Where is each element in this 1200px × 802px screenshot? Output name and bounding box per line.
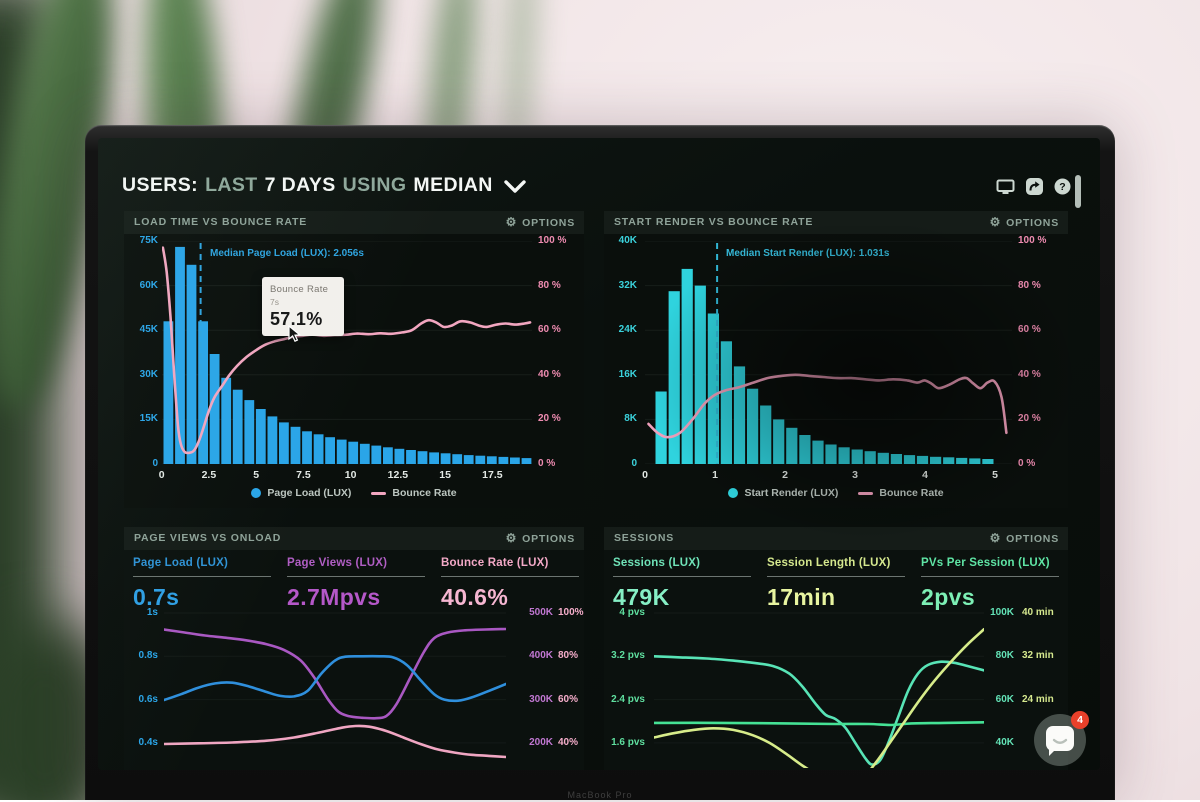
panel-load-time: LOAD TIME VS BOUNCE RATE ⚙ OPTIONS 75K 60… — [124, 211, 584, 508]
metric-sessions: Sessions (LUX) 479K — [613, 557, 751, 611]
display-icon[interactable] — [996, 179, 1015, 195]
legend-line: Bounce Rate — [371, 487, 457, 499]
options-button[interactable]: ⚙ OPTIONS — [990, 527, 1059, 550]
metric-page-load: Page Load (LUX) 0.7s — [133, 557, 271, 611]
legend-dash-icon — [858, 491, 874, 495]
chat-smile-icon — [1052, 738, 1068, 744]
title-using: USING — [342, 174, 407, 196]
sessions-plot[interactable] — [654, 606, 984, 768]
options-button[interactable]: ⚙ OPTIONS — [990, 211, 1059, 234]
y-axis-right-labels-k: 500K 400K 300K 200K — [529, 607, 553, 748]
panel-title: LOAD TIME VS BOUNCE RATE — [134, 216, 308, 228]
metric-underline — [441, 576, 579, 577]
metric-session-length: Session Length (LUX) 17min — [767, 557, 905, 611]
chevron-down-icon — [504, 179, 526, 193]
bounce-rate-tooltip: Bounce Rate 7s 57.1% — [262, 277, 344, 336]
median-annotation: Median Start Render (LUX): 1.031s — [726, 248, 890, 259]
chat-launcher-button[interactable]: 4 — [1034, 711, 1089, 766]
title-days: 7 DAYS — [264, 174, 336, 196]
chat-bubble-icon — [1046, 726, 1074, 751]
chat-bubble-tail — [1049, 749, 1056, 756]
metric-underline — [921, 576, 1059, 577]
panel-header: LOAD TIME VS BOUNCE RATE ⚙ OPTIONS — [124, 211, 584, 234]
y-axis-left-labels: 1s 0.8s 0.6s 0.4s — [138, 607, 158, 748]
panel-header: PAGE VIEWS VS ONLOAD ⚙ OPTIONS — [124, 527, 584, 550]
options-label: OPTIONS — [1006, 216, 1059, 229]
start-render-histogram[interactable] — [645, 241, 1012, 464]
panel-title: PAGE VIEWS VS ONLOAD — [134, 532, 282, 544]
y-axis-right-labels-min: 40 min 32 min 24 min — [1022, 607, 1054, 705]
share-icon[interactable] — [1026, 178, 1043, 195]
panel-title: START RENDER VS BOUNCE RATE — [614, 216, 814, 228]
x-axis-labels: 0 2.5 5 7.5 10 12.5 15 17.5 — [158, 469, 503, 481]
y-axis-right-labels: 100 % 80 % 60 % 40 % 20 % 0 % — [538, 235, 567, 469]
sessions-lines[interactable] — [654, 606, 984, 768]
page-views-lines[interactable] — [164, 606, 506, 768]
page-views-plot[interactable] — [164, 606, 506, 768]
gear-icon: ⚙ — [989, 530, 1002, 545]
panel-sessions: SESSIONS ⚙ OPTIONS Sessions (LUX) 479K S… — [604, 527, 1068, 770]
y-axis-left-labels: 75K 60K 45K 30K 15K 0 — [139, 235, 158, 469]
y-axis-left-labels: 4 pvs 3.2 pvs 2.4 pvs 1.6 pvs — [611, 607, 645, 748]
panel-header: SESSIONS ⚙ OPTIONS — [604, 527, 1068, 550]
metric-underline — [767, 576, 905, 577]
laptop: USERS: LAST 7 DAYS USING MEDIAN — [85, 125, 1115, 800]
metric-page-views: Page Views (LUX) 2.7Mpvs — [287, 557, 425, 611]
metric-underline — [613, 576, 751, 577]
gear-icon: ⚙ — [989, 214, 1002, 229]
chart-legend: Start Render (LUX) Bounce Rate — [604, 487, 1068, 499]
device-brand-label: MacBook Pro — [567, 790, 633, 800]
timeframe-selector[interactable]: USERS: LAST 7 DAYS USING MEDIAN — [122, 174, 526, 197]
y-axis-right-labels-pct: 100% 80% 60% 40% — [558, 607, 584, 748]
tooltip-subtitle: 7s — [270, 297, 279, 307]
tooltip-value: 57.1% — [270, 309, 323, 329]
legend-line: Bounce Rate — [858, 487, 944, 499]
scrollbar-thumb[interactable] — [1075, 175, 1081, 208]
gear-icon: ⚙ — [505, 214, 518, 229]
load-time-plot[interactable]: Median Page Load (LUX): 2.056s Bounce Ra… — [162, 241, 532, 464]
y-axis-right-labels: 100 % 80 % 60 % 40 % 20 % 0 % — [1018, 235, 1047, 469]
median-annotation: Median Page Load (LUX): 2.056s — [210, 248, 364, 259]
y-axis-left-labels: 40K 32K 24K 16K 8K 0 — [618, 235, 637, 469]
start-render-plot[interactable]: Median Start Render (LUX): 1.031s — [645, 241, 1012, 464]
metric-pvs-per-session: PVs Per Session (LUX) 2pvs — [921, 557, 1059, 611]
load-time-histogram[interactable] — [162, 241, 532, 464]
legend-bars: Page Load (LUX) — [251, 487, 351, 499]
options-button[interactable]: ⚙ OPTIONS — [506, 527, 575, 550]
metric-underline — [133, 576, 271, 577]
y-axis-right-labels-k: 100K 80K 60K 40K — [990, 607, 1014, 748]
legend-dot-icon — [728, 488, 739, 498]
title-last: LAST — [205, 174, 258, 196]
title-median: MEDIAN — [413, 174, 493, 196]
help-icon[interactable]: ? — [1054, 178, 1071, 195]
metric-underline — [287, 576, 425, 577]
options-label: OPTIONS — [522, 532, 575, 545]
metric-bounce-rate: Bounce Rate (LUX) 40.6% — [441, 557, 579, 611]
panel-title: SESSIONS — [614, 532, 675, 544]
panel-page-views: PAGE VIEWS VS ONLOAD ⚙ OPTIONS Page Load… — [124, 527, 584, 770]
options-label: OPTIONS — [1006, 532, 1059, 545]
mouse-cursor-icon — [288, 325, 302, 342]
options-button[interactable]: ⚙ OPTIONS — [506, 211, 575, 234]
chart-legend: Page Load (LUX) Bounce Rate — [124, 487, 584, 499]
panel-start-render: START RENDER VS BOUNCE RATE ⚙ OPTIONS 40… — [604, 211, 1068, 508]
panel-header: START RENDER VS BOUNCE RATE ⚙ OPTIONS — [604, 211, 1068, 234]
legend-dot-icon — [251, 488, 262, 498]
legend-bars: Start Render (LUX) — [728, 487, 838, 499]
header-icons: ? — [996, 178, 1071, 195]
title-users: USERS: — [122, 174, 199, 196]
svg-text:?: ? — [1059, 181, 1065, 193]
legend-dash-icon — [371, 491, 387, 495]
options-label: OPTIONS — [522, 216, 575, 229]
tooltip-title: Bounce Rate — [270, 284, 329, 295]
dashboard-screen: USERS: LAST 7 DAYS USING MEDIAN — [98, 138, 1100, 770]
chat-badge: 4 — [1071, 711, 1089, 729]
gear-icon: ⚙ — [505, 530, 518, 545]
